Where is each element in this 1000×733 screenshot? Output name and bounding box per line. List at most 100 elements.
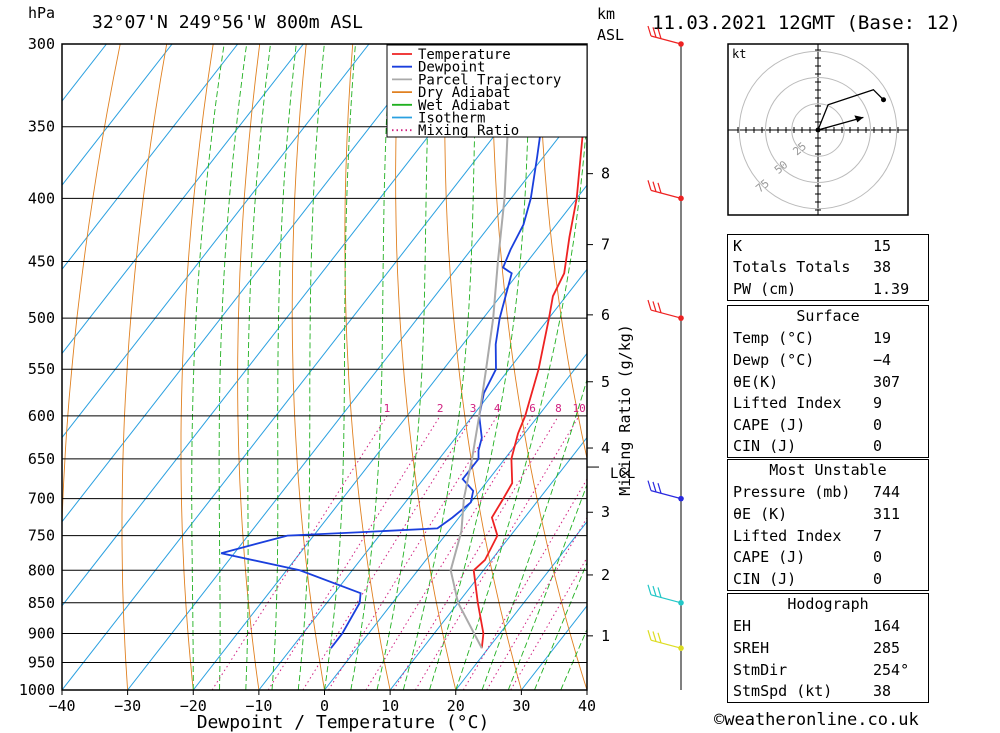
- isotherm-line: [62, 44, 567, 690]
- surface-row: θE(K) 307: [728, 371, 928, 393]
- wet-adiabat-line: [297, 44, 325, 690]
- hodograph-row: EH 164: [728, 616, 928, 638]
- storm-motion-arrow: [817, 116, 864, 131]
- plot-frame: [61, 43, 588, 691]
- mixing-ratio-line: [211, 415, 388, 690]
- isotherm-line: [62, 44, 501, 607]
- index-row: PW (cm) 1.39: [728, 278, 928, 300]
- km-asl-label: ASL: [597, 26, 625, 44]
- most-unstable-value: 7: [873, 526, 883, 545]
- surface-value: 19: [873, 329, 892, 348]
- most-unstable-label: Lifted Index: [733, 526, 842, 545]
- surface-label: Temp (°C): [733, 329, 815, 348]
- surface-row: Dewp (°C) −4: [728, 349, 928, 371]
- hodograph-title: Hodograph: [787, 595, 869, 613]
- surface-value: −4: [873, 350, 892, 369]
- surface-label: CAPE (J): [733, 415, 806, 434]
- hodograph-unit: kt: [732, 47, 746, 61]
- pressure-tick-label: 650: [28, 450, 55, 468]
- legend-label: Dry Adiabat: [418, 85, 511, 101]
- x-tick-label: 10: [381, 697, 399, 715]
- km-tick-label: 3: [601, 503, 610, 521]
- isotherm-line: [455, 520, 587, 690]
- mixing-ratio-axis-title: Mixing Ratio (g/kg): [616, 324, 634, 496]
- surface-row: Lifted Index 9: [728, 392, 928, 414]
- dry-adiabat-line: [538, 44, 587, 461]
- pressure-tick-label: 800: [28, 561, 55, 579]
- dry-adiabat-line: [344, 44, 391, 690]
- most-unstable-label: CIN (J): [733, 569, 797, 588]
- pressure-tick-label: 700: [28, 490, 55, 508]
- legend-label: Wet Adiabat: [418, 98, 511, 114]
- x-tick-label: 20: [447, 697, 465, 715]
- isotherm-line: [62, 44, 436, 523]
- wet-adiabat-line: [271, 44, 297, 690]
- wind-barb: [647, 584, 682, 604]
- x-tick-label: 40: [578, 697, 596, 715]
- hodograph-table: Hodograph EH 164 SREH 285 StmDir 254° StmSpd (…: [727, 593, 929, 703]
- wet-adiabat-line: [191, 44, 225, 690]
- surface-row: CAPE (J) 0: [728, 414, 928, 436]
- wind-barb: [647, 180, 682, 199]
- most-unstable-value: 0: [873, 548, 883, 567]
- isotherm-line: [127, 100, 587, 690]
- most-unstable-table: Most Unstable Pressure (mb) 744 θE (K) 311 L…: [727, 459, 929, 591]
- y-axis-unit: hPa: [28, 4, 56, 22]
- isotherm-line: [192, 184, 587, 690]
- mixing-ratio-line: [414, 415, 580, 690]
- most-unstable-row: θE (K) 311: [728, 503, 928, 525]
- dry-adiabat-line: [584, 44, 587, 84]
- mixing-ratio-line: [267, 415, 441, 690]
- hodograph-row: StmSpd (kt) 38: [728, 680, 928, 702]
- surface-row: CIN (J) 0: [728, 436, 928, 458]
- index-label: K: [733, 236, 743, 255]
- pressure-tick-label: 300: [28, 35, 55, 53]
- isotherm-line: [62, 44, 370, 439]
- legend-box: [386, 44, 588, 138]
- location-title: 32°07'N 249°56'W 800m ASL: [92, 12, 363, 33]
- index-label: PW (cm): [733, 279, 797, 298]
- pressure-tick-label: 1000: [19, 681, 55, 699]
- index-value: 38: [873, 258, 892, 277]
- hodograph-row: SREH 285: [728, 637, 928, 659]
- hodograph-end-dot: [881, 97, 887, 103]
- pressure-tick-label: 900: [28, 624, 55, 642]
- hodograph-value: 38: [873, 682, 892, 701]
- mixing-ratio-line: [486, 516, 587, 690]
- surface-value: 0: [873, 415, 883, 434]
- most-unstable-value: 311: [873, 504, 901, 523]
- hodograph-ring: [765, 77, 871, 183]
- hodograph-value: 164: [873, 617, 901, 636]
- mixing-ratio-line: [302, 415, 474, 690]
- pressure-tick-label: 850: [28, 594, 55, 612]
- most-unstable-value: 0: [873, 569, 883, 588]
- x-tick-label: −40: [48, 697, 75, 715]
- index-value: 15: [873, 236, 892, 255]
- pressure-tick-label: 950: [28, 653, 55, 671]
- pressure-tick-label: 450: [28, 253, 55, 271]
- index-row: K 15: [728, 235, 928, 257]
- wind-barb: [647, 299, 682, 319]
- legend-label: Temperature: [418, 47, 511, 63]
- surface-label: θE(K): [733, 372, 779, 391]
- isotherm-line: [389, 436, 587, 690]
- km-tick-label: 7: [601, 236, 610, 254]
- mixing-ratio-line: [510, 556, 587, 690]
- hodograph-value: 285: [873, 638, 901, 657]
- surface-row: Temp (°C) 19: [728, 328, 928, 350]
- most-unstable-label: Pressure (mb): [733, 483, 851, 502]
- most-unstable-title: Most Unstable: [769, 461, 887, 479]
- mixing-ratio-line: [462, 478, 587, 690]
- most-unstable-row: CIN (J) 0: [728, 568, 928, 590]
- dry-adiabat-line: [62, 44, 121, 690]
- isotherm-line: [324, 352, 587, 690]
- index-value: 1.39: [873, 279, 910, 298]
- hodograph-ring: [791, 103, 845, 157]
- x-tick-label: 30: [512, 697, 530, 715]
- legend-label: Dewpoint: [418, 60, 485, 76]
- most-unstable-row: Lifted Index 7: [728, 525, 928, 547]
- mixing-ratio-line: [393, 415, 559, 690]
- pressure-tick-label: 600: [28, 407, 55, 425]
